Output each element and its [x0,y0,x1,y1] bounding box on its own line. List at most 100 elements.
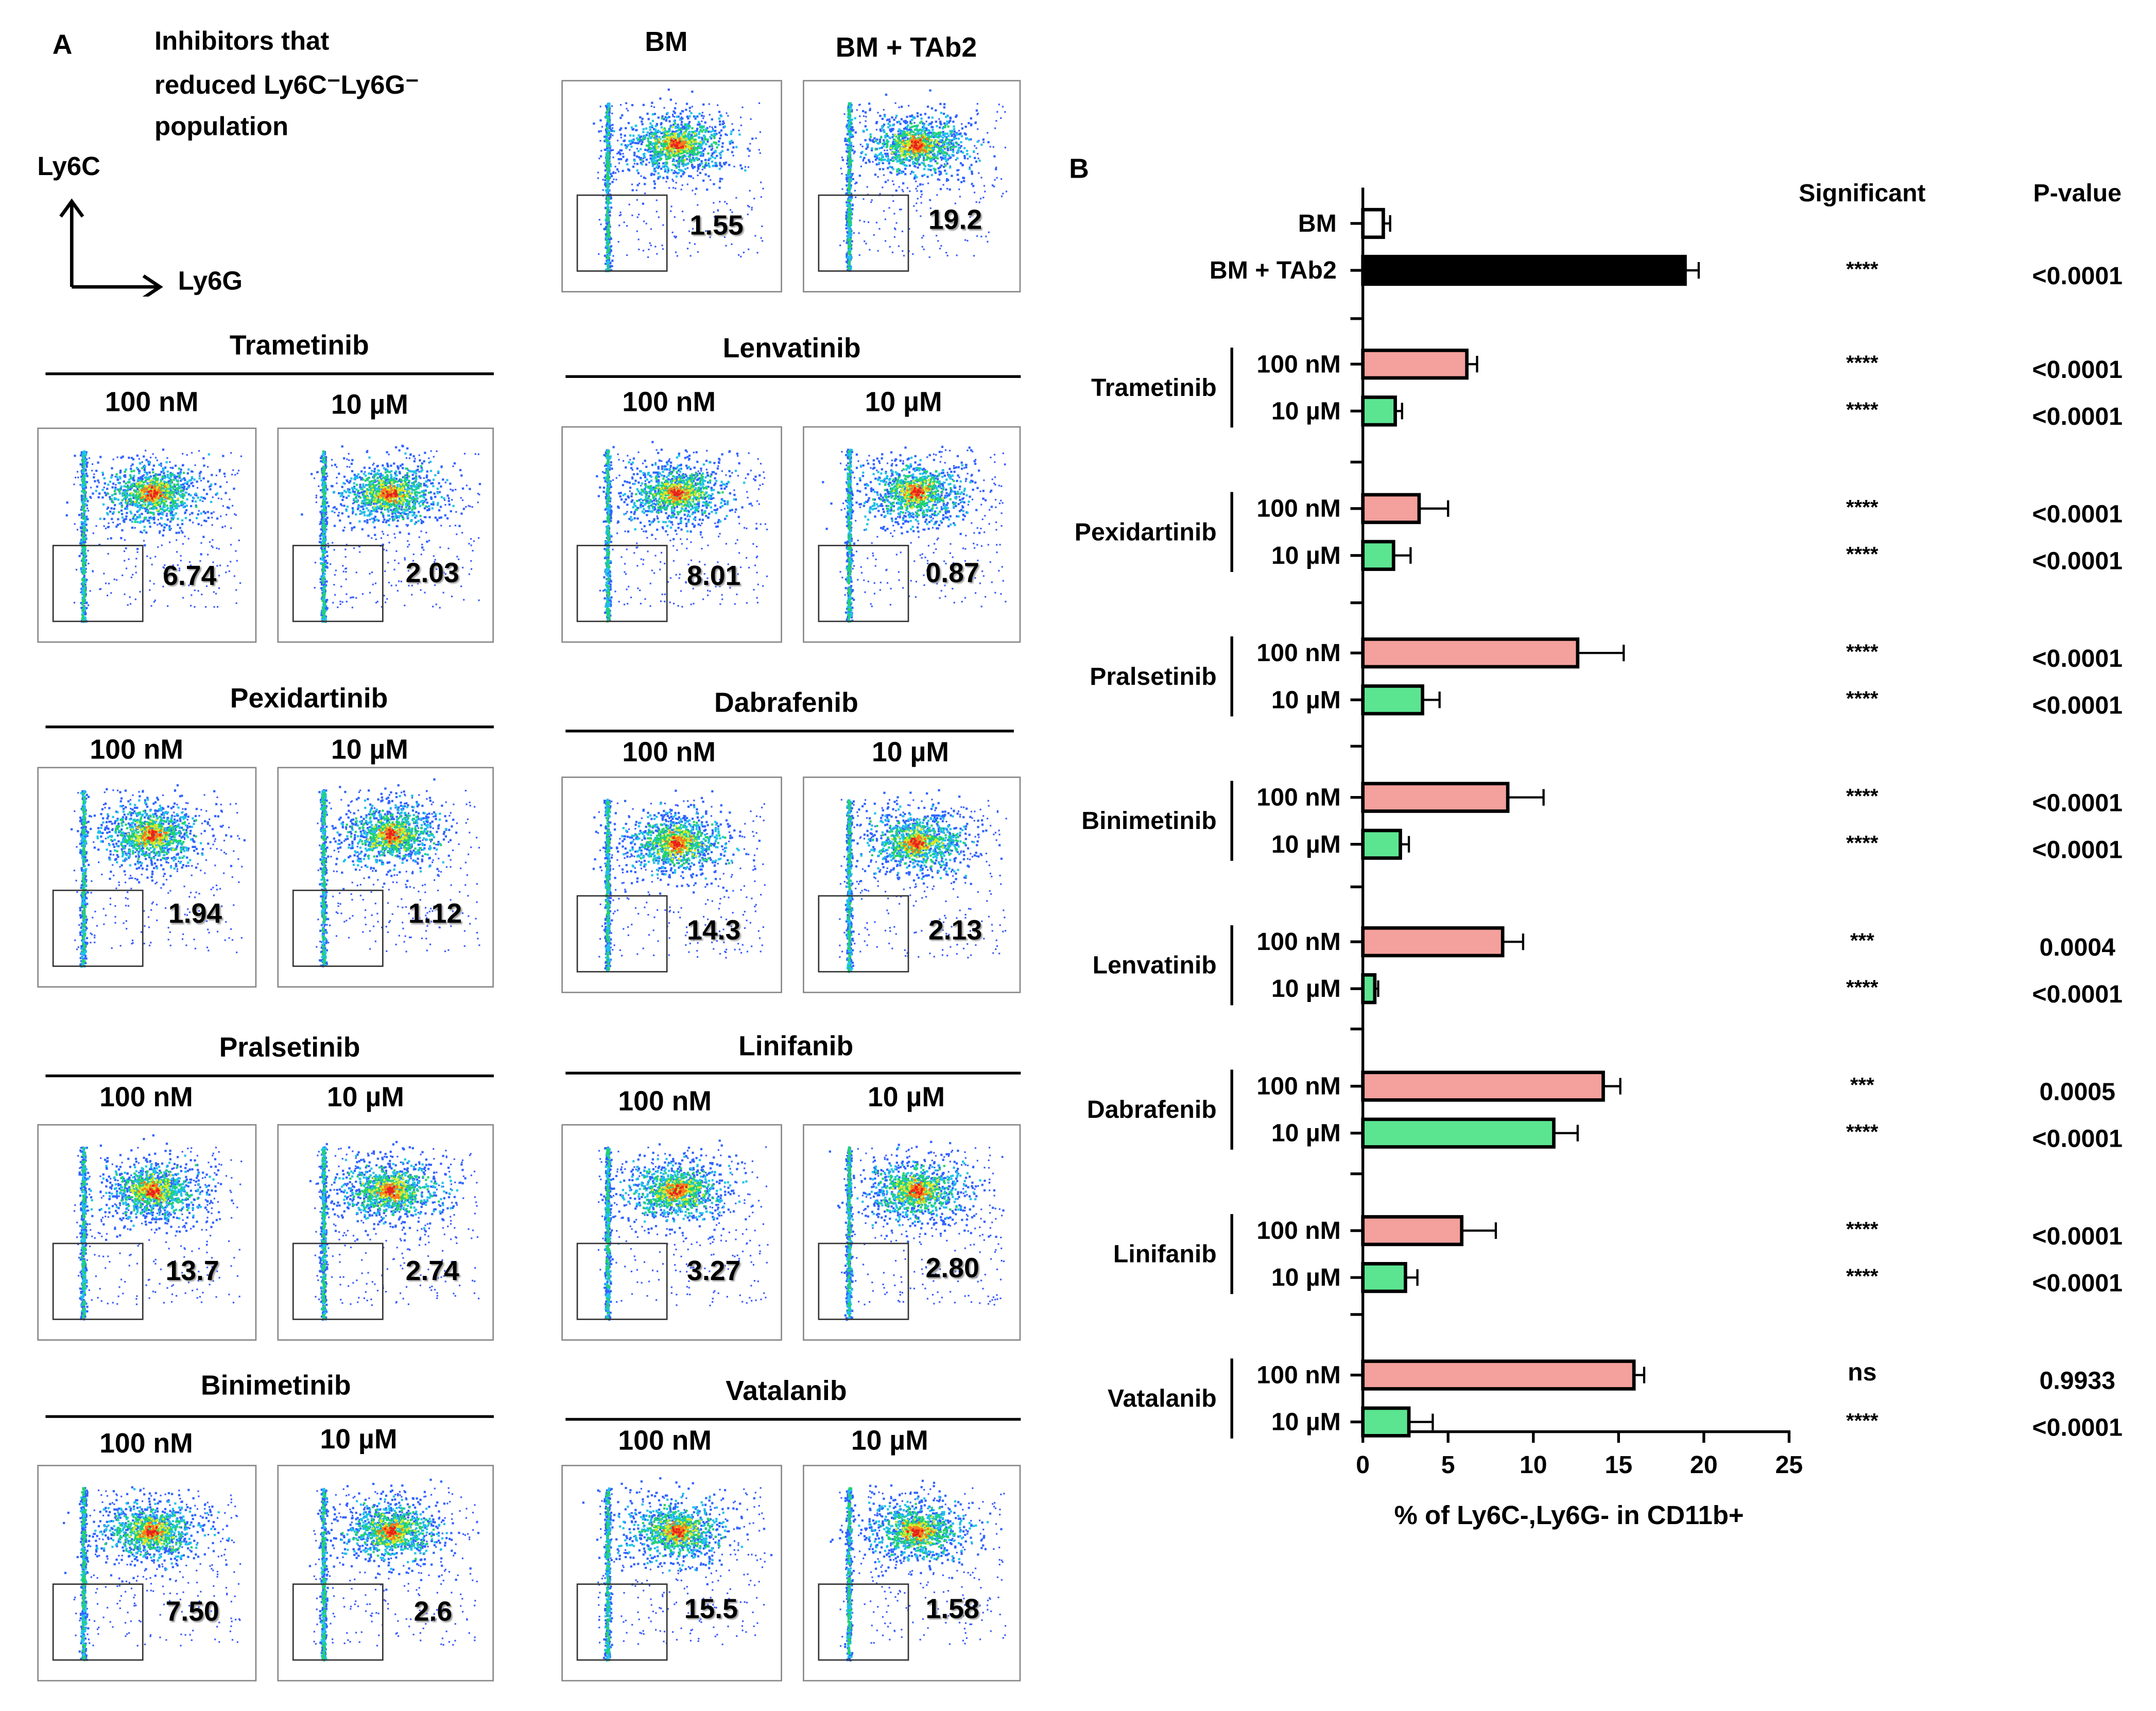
gate-box [292,545,384,623]
axis-tick [624,992,625,993]
significance-mark: **** [1846,1265,1878,1288]
axis-tick [611,641,613,642]
p-value: <0.0001 [2032,547,2123,575]
drug-divider [565,375,1021,378]
density-scatter [822,445,1007,623]
axis-tick [803,1305,804,1306]
axis-tick [562,896,563,898]
axis-tick [848,641,850,642]
axis-tick [615,992,617,993]
dose-label: 10 µM [1271,975,1341,1003]
dose-label: 100 nM [1256,639,1340,667]
axis-tick [803,1183,804,1185]
axis-tick [37,577,39,578]
axis-tick [562,196,563,198]
x-tick-label: 15 [1605,1451,1633,1479]
axis-tick [37,1585,39,1586]
axis-tick [277,861,279,862]
axis-tick [860,1339,863,1340]
axis-tick [562,1183,563,1185]
axis-tick [860,641,863,642]
bar [1361,782,1510,813]
group-label: Pexidartinib [1075,518,1217,546]
axis-tick [865,641,867,642]
axis-tick [562,1524,563,1526]
gate-box [52,1242,144,1320]
axis-arrows-icon [59,198,163,297]
drug-title-pexidartinib: Pexidartinib [230,684,388,716]
axis-tick [331,1339,333,1340]
axis-tick [615,291,617,292]
dose-label: 100 nM [1256,1217,1340,1245]
axis-tick [562,515,563,517]
axis-tick [95,1339,97,1340]
axis-tick [848,1680,850,1682]
drug-divider [565,1418,1021,1421]
gate-percentage: 14.3 [687,916,740,948]
axis-tick [619,1339,621,1340]
dose-label-low: 100 nM [618,1426,712,1458]
axis-tick [37,516,39,517]
axis-tick [277,546,279,548]
axis-tick [623,1339,625,1340]
axis-tick [339,641,341,642]
axis-tick [803,1646,804,1647]
axis-tick [277,921,279,923]
axis-tick [803,1524,804,1526]
axis-tick [562,256,563,258]
axis-tick [562,1305,563,1306]
axis-tick [277,831,279,832]
axis-tick [331,641,333,642]
bar [1361,540,1395,571]
axis-tick [37,1183,39,1185]
axis-tick [861,291,863,292]
axis-tick [82,641,84,642]
dose-label: 100 nM [1256,928,1340,956]
group-label: Vatalanib [1108,1385,1217,1412]
dose-label: 100 nM [1256,1073,1340,1100]
density-scatter [830,1479,1007,1662]
p-value: <0.0001 [2032,356,2123,384]
gate-percentage: 2.6 [414,1597,453,1629]
p-value: <0.0001 [2032,500,2123,528]
flow-plot-pralsetinib-10um: 2.74 [277,1124,494,1341]
dose-label: 10 µM [1271,831,1341,858]
axis-tick [37,861,39,862]
axis-tick [856,641,858,642]
axis-tick [91,641,93,642]
axis-tick [611,291,613,292]
flow-plot-binimetinib-100nm: 7.50 [37,1464,257,1682]
drug-title-pralsetinib: Pralsetinib [219,1033,360,1065]
bar [1361,828,1402,860]
gate-box [818,1583,909,1661]
bar [1361,1261,1407,1293]
axis-tick [277,952,279,953]
flow-plot-pexidartinib-100nm: 1.94 [37,767,257,988]
gate-box [576,895,668,973]
significance-mark: *** [1850,929,1874,952]
dose-label-high: 10 µM [872,738,949,770]
axis-tick [326,641,329,642]
flow-plot-linifanib-10um: 2.80 [803,1124,1021,1341]
dose-label-low: 100 nM [90,735,183,767]
axis-tick [95,641,97,642]
axis-tick [857,992,858,993]
significance-mark: *** [1850,1073,1874,1096]
significance-mark: **** [1846,257,1878,281]
dose-label: 100 nM [1256,350,1340,378]
axis-tick [37,486,39,487]
flow-plot-dabrafenib-10um: 2.13 [803,776,1021,993]
axis-tick [619,992,621,993]
bar [1361,1117,1556,1149]
axis-tick [861,992,863,993]
group-label: Binimetinib [1081,807,1216,835]
dose-label-high: 10 µM [851,1426,928,1458]
flow-plot-bm: 1.55 [561,80,782,292]
dose-label: 100 nM [1256,784,1340,811]
axis-tick [327,1680,329,1682]
axis-tick [803,1214,804,1215]
axis-tick [611,1339,613,1340]
axis-tick [562,576,563,578]
gate-box [292,1242,384,1320]
